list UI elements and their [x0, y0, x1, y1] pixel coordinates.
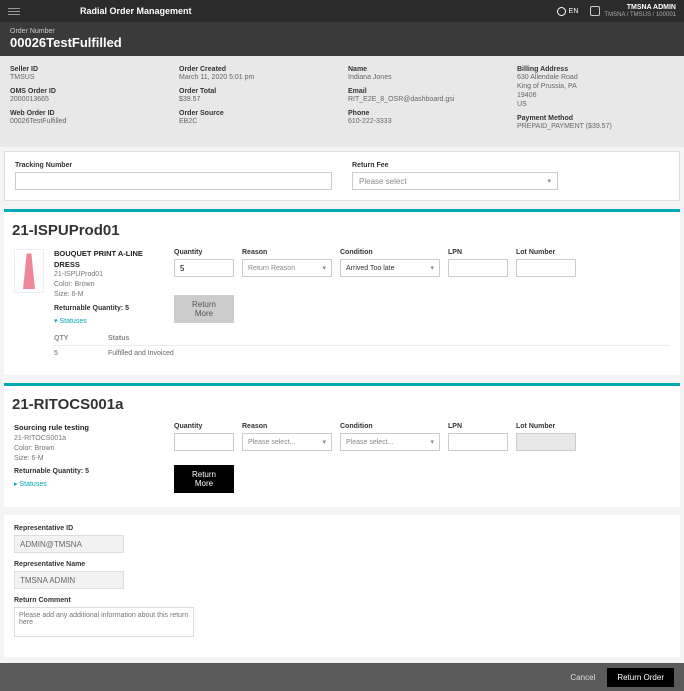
- rep-id-label: Representative ID: [14, 525, 670, 532]
- return-order-button[interactable]: Return Order: [607, 668, 674, 687]
- created-label: Order Created: [179, 66, 336, 73]
- user-icon: [590, 6, 600, 16]
- product-sku-2: 21-RITOCS001a: [14, 434, 164, 444]
- cust-email: RIT_E2E_8_OSR@dashboard.gsi: [348, 95, 505, 104]
- source: EB2C: [179, 117, 336, 126]
- lot-input-2[interactable]: [516, 433, 576, 451]
- tracking-label: Tracking Number: [15, 162, 332, 169]
- reason-select-2[interactable]: Please select...▾: [242, 433, 332, 451]
- comment-label: Return Comment: [14, 597, 670, 604]
- reason-select[interactable]: Return Reason▾: [242, 259, 332, 277]
- seller-id-label: Seller ID: [10, 66, 167, 73]
- product-color-2: Color: Brown: [14, 444, 164, 454]
- payment: PREPAID_PAYMENT ($39.57): [517, 122, 674, 131]
- return-more-button[interactable]: Return More: [174, 295, 234, 323]
- chevron-down-icon: ▾: [548, 177, 552, 185]
- return-fee-label: Return Fee: [352, 162, 669, 169]
- status-header: Status: [108, 335, 129, 342]
- lot-input[interactable]: [516, 259, 576, 277]
- lpn-input-2[interactable]: [448, 433, 508, 451]
- product-size-2: Size: 6-M: [14, 454, 164, 464]
- return-more-button-2[interactable]: Return More: [174, 465, 234, 493]
- condition-label: Condition: [340, 249, 440, 256]
- qty-input[interactable]: [174, 259, 234, 277]
- statuses-toggle-2[interactable]: Statuses: [14, 480, 164, 490]
- globe-icon: [557, 7, 566, 16]
- product-color: Color: Brown: [54, 280, 164, 290]
- email-label: Email: [348, 88, 505, 95]
- oms-id: 2000013665: [10, 95, 167, 104]
- return-fee-select[interactable]: Please select▾: [352, 172, 558, 190]
- status-qty: 5: [54, 350, 84, 357]
- phone-label: Phone: [348, 110, 505, 117]
- lpn-input[interactable]: [448, 259, 508, 277]
- product-image: [14, 249, 44, 293]
- status-qty-header: QTY: [54, 335, 84, 342]
- qty-label-2: Quantity: [174, 423, 234, 430]
- billing-label: Billing Address: [517, 66, 674, 73]
- condition-label-2: Condition: [340, 423, 440, 430]
- statuses-toggle[interactable]: Statuses: [54, 317, 164, 327]
- hamburger-icon[interactable]: [8, 0, 30, 22]
- returnable-qty-2: Returnable Quantity: 5: [14, 467, 164, 477]
- lang-label: EN: [569, 8, 579, 15]
- tracking-input[interactable]: [15, 172, 332, 190]
- billing-addr: 630 Allendale RoadKing of Prussia, PA194…: [517, 73, 674, 109]
- web-id-label: Web Order ID: [10, 110, 167, 117]
- cust-phone: 610-222-3333: [348, 117, 505, 126]
- shipment-2-title: 21-RITOCS001a: [4, 386, 680, 423]
- name-label: Name: [348, 66, 505, 73]
- product-name-2: Sourcing rule testing: [14, 423, 164, 434]
- lpn-label-2: LPN: [448, 423, 508, 430]
- reason-label: Reason: [242, 249, 332, 256]
- condition-select[interactable]: Arrived Too late▾: [340, 259, 440, 277]
- product-sku: 21-ISPUProd01: [54, 270, 164, 280]
- condition-select-2[interactable]: Please select...▾: [340, 433, 440, 451]
- oms-id-label: OMS Order ID: [10, 88, 167, 95]
- order-number: 00026TestFulfilled: [10, 35, 674, 50]
- rep-id-input[interactable]: [14, 535, 124, 553]
- order-number-label: Order Number: [10, 28, 674, 35]
- reason-label-2: Reason: [242, 423, 332, 430]
- comment-input[interactable]: [14, 607, 194, 637]
- web-id: 00026TestFulfilled: [10, 117, 167, 126]
- product-size: Size: 6-M: [54, 290, 164, 300]
- lot-label-2: Lot Number: [516, 423, 576, 430]
- rep-name-label: Representative Name: [14, 561, 670, 568]
- app-title: Radial Order Management: [80, 6, 557, 16]
- user-menu[interactable]: TMSNA ADMIN TMSNA / TMSUS / 100001: [590, 4, 676, 18]
- user-name: TMSNA ADMIN: [604, 4, 676, 12]
- shipment-1-title: 21-ISPUProd01: [4, 212, 680, 249]
- user-sub: TMSNA / TMSUS / 100001: [604, 12, 676, 19]
- qty-input-2[interactable]: [174, 433, 234, 451]
- payment-label: Payment Method: [517, 115, 674, 122]
- returnable-qty: Returnable Quantity: 5: [54, 304, 164, 314]
- lot-label: Lot Number: [516, 249, 576, 256]
- created: March 11, 2020 5:01 pm: [179, 73, 336, 82]
- cust-name: Indiana Jones: [348, 73, 505, 82]
- total: $39.57: [179, 95, 336, 104]
- cancel-button[interactable]: Cancel: [570, 673, 595, 682]
- language-selector[interactable]: EN: [557, 7, 579, 16]
- qty-label: Quantity: [174, 249, 234, 256]
- total-label: Order Total: [179, 88, 336, 95]
- product-name: BOUQUET PRINT A-LINE DRESS: [54, 249, 164, 270]
- lpn-label: LPN: [448, 249, 508, 256]
- status-text: Fulfilled and Invoiced: [108, 350, 174, 357]
- seller-id: TMSUS: [10, 73, 167, 82]
- source-label: Order Source: [179, 110, 336, 117]
- rep-name-input[interactable]: [14, 571, 124, 589]
